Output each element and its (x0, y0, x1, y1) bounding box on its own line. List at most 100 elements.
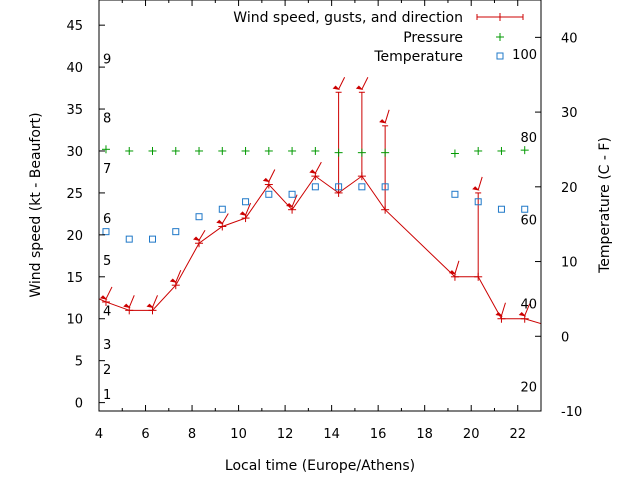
legend-label: Temperature (373, 49, 463, 65)
x-tick-label: 6 (141, 427, 149, 442)
legend-label: Pressure (403, 30, 463, 46)
temperature-point (521, 205, 529, 213)
wind-direction-shaft (500, 302, 506, 316)
y2-tick-label: 30 (561, 106, 578, 121)
temperature-point (265, 190, 273, 198)
wind-direction-shaft (245, 202, 252, 216)
temperature-point (451, 190, 459, 198)
temperature-point (358, 183, 366, 191)
y-tick-label: 25 (66, 187, 83, 202)
wind-direction-shaft (128, 295, 135, 308)
y-tick-label: 10 (66, 313, 83, 328)
y-tick-label: 0 (75, 397, 83, 412)
wind-direction-shaft (454, 260, 460, 274)
fahrenheit-label: 60 (520, 214, 537, 229)
temperature-point (149, 235, 157, 243)
temperature-point (195, 213, 203, 221)
wind-direction-shaft (175, 269, 182, 283)
wind-direction-shaft (338, 77, 346, 90)
y2-axis-title: Temperature (C - F) (597, 137, 613, 274)
wind-direction-head (355, 85, 364, 91)
y-tick-label: 40 (66, 61, 83, 76)
wind-direction-head (239, 211, 248, 216)
beaufort-label: 2 (103, 363, 111, 378)
temperature-point (125, 235, 133, 243)
wind-direction-head (379, 119, 387, 124)
y-tick-label: 45 (66, 19, 83, 34)
plot-frame (98, 0, 542, 412)
beaufort-label: 6 (103, 212, 111, 227)
temperature-point (497, 205, 505, 213)
wind-direction-shaft (198, 229, 206, 241)
wind-direction-shaft (152, 295, 158, 308)
fahrenheit-label: 80 (520, 131, 537, 146)
fahrenheit-label: 100 (512, 48, 537, 63)
temperature-point (381, 183, 389, 191)
x-tick-label: 4 (95, 427, 103, 442)
wind-direction-head (448, 270, 457, 275)
beaufort-label: 8 (103, 111, 111, 126)
temperature-point (311, 183, 319, 191)
beaufort-label: 4 (103, 304, 111, 319)
wind-direction-shaft (268, 169, 276, 182)
wind-direction-shaft (314, 161, 322, 174)
beaufort-label: 3 (103, 338, 111, 353)
x-tick-label: 10 (230, 427, 247, 442)
wind-speed-line (99, 175, 541, 325)
wind-direction-shaft (221, 213, 229, 224)
wind-direction-head (146, 303, 155, 309)
x-tick-label: 18 (416, 427, 433, 442)
wind-direction-head (169, 278, 178, 283)
beaufort-label: 5 (103, 254, 111, 269)
y-axis-title: Wind speed (kt - Beaufort) (28, 112, 44, 297)
legend-label: Wind speed, gusts, and direction (233, 10, 463, 26)
temperature-point (102, 228, 110, 236)
temperature-point (242, 198, 250, 206)
x-tick-label: 16 (370, 427, 387, 442)
wind-direction-head (193, 236, 201, 242)
x-tick-label: 8 (188, 427, 196, 442)
beaufort-label: 1 (103, 388, 111, 403)
wind-direction-shaft (524, 303, 531, 316)
wind-direction-head (495, 312, 503, 317)
wind-direction-head (123, 303, 131, 309)
wind-direction-shaft (384, 109, 390, 123)
temperature-point (172, 228, 180, 236)
beaufort-label: 9 (103, 53, 111, 68)
wind-direction-head (286, 202, 294, 208)
y2-tick-label: 20 (561, 181, 578, 196)
beaufort-label: 7 (103, 162, 111, 177)
x-tick-label: 14 (323, 427, 340, 442)
temperature-point (218, 205, 226, 213)
y-tick-label: 30 (66, 145, 83, 160)
y2-tick-label: 10 (561, 256, 578, 271)
wind-direction-head (518, 312, 527, 317)
wind-direction-shaft (361, 77, 369, 90)
temperature-point (288, 190, 296, 198)
fahrenheit-label: 40 (520, 297, 537, 312)
x-tick-label: 22 (509, 427, 526, 442)
y2-tick-label: 40 (561, 31, 578, 46)
y2-tick-label: -10 (561, 405, 582, 420)
wind-direction-head (216, 219, 224, 225)
plot-area (99, 77, 541, 325)
y-tick-label: 5 (75, 355, 83, 370)
wind-direction-head (99, 295, 108, 300)
x-axis-title: Local time (Europe/Athens) (225, 458, 415, 474)
y-tick-label: 15 (66, 271, 83, 286)
y-tick-label: 35 (66, 103, 83, 118)
y-tick-label: 20 (66, 229, 83, 244)
temperature-point (335, 183, 343, 191)
legend-swatch (496, 52, 504, 60)
wind-direction-shaft (477, 176, 483, 191)
legend: Wind speed, gusts, and direction Pressure… (233, 10, 524, 65)
wind-direction-head (472, 186, 480, 191)
axes: 4 6 8 10 12 14 16 18 20 22051015202530354045-1001… (66, 0, 582, 442)
x-tick-label: 12 (277, 427, 294, 442)
wind-direction-head (309, 169, 317, 174)
wind-direction-shaft (291, 194, 298, 207)
x-tick-label: 20 (463, 427, 480, 442)
temperature-point (474, 198, 482, 206)
